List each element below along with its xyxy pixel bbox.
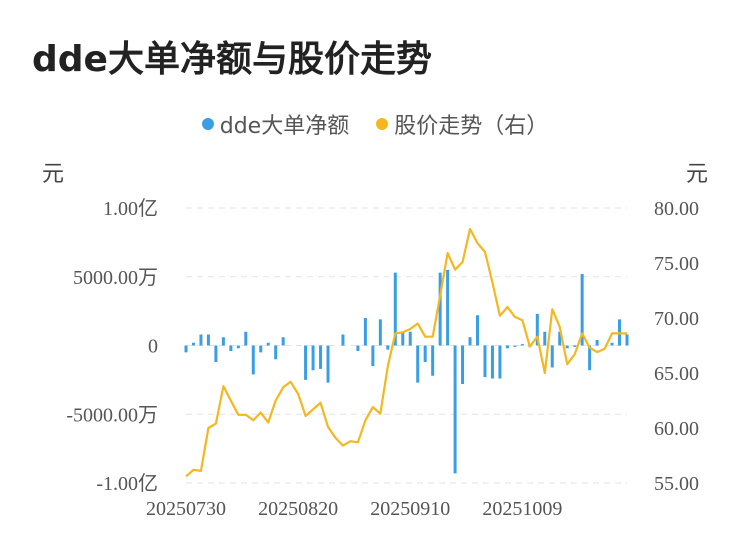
bar [304, 345, 308, 380]
right-tick-label: 60.00 [654, 418, 699, 440]
x-tick-label: 20250820 [258, 498, 338, 520]
left-axis-unit: 元 [42, 162, 65, 187]
bar [543, 331, 547, 346]
bar [498, 345, 502, 379]
left-tick-label: -5000.00万 [66, 404, 158, 426]
bar [416, 345, 420, 383]
line-series [185, 227, 627, 478]
legend-label-bar: dde大单净额 [219, 114, 350, 139]
left-axis-ticks: 1.00亿 5000.00万 0 -5000.00万 -1.00亿 [66, 197, 158, 495]
bar [326, 345, 330, 383]
bar [513, 345, 517, 347]
bar [505, 345, 509, 349]
legend: dde大单净额 股价走势（右） [0, 108, 750, 140]
legend-item-bar[interactable]: dde大单净额 [201, 108, 350, 140]
legend-item-line[interactable]: 股价走势（右） [376, 108, 548, 140]
x-tick-label: 20250730 [146, 498, 226, 520]
left-tick-label: -1.00亿 [96, 472, 158, 495]
bar [378, 319, 382, 346]
bar [558, 331, 562, 346]
bar [565, 345, 569, 349]
bar [446, 269, 450, 346]
bar [319, 345, 323, 369]
right-tick-label: 70.00 [654, 308, 699, 330]
legend-dot-line-icon [376, 118, 389, 130]
bar-series [184, 269, 629, 474]
bar [221, 337, 225, 346]
right-tick-label: 80.00 [654, 198, 699, 220]
x-tick-label: 20251009 [482, 498, 562, 520]
legend-label-line: 股价走势（右） [394, 114, 549, 139]
bar [490, 345, 494, 379]
bar [580, 274, 584, 346]
right-tick-label: 75.00 [654, 253, 699, 275]
bar [438, 272, 442, 346]
bar [625, 334, 629, 346]
bar [431, 345, 435, 376]
bar [423, 345, 427, 362]
bar [244, 331, 248, 346]
bar [363, 318, 367, 346]
bar [573, 345, 577, 347]
legend-dot-bar-icon [201, 118, 214, 130]
bar [184, 345, 188, 353]
right-axis-ticks: 80.00 75.00 70.00 65.00 60.00 55.00 [654, 198, 699, 495]
bar [199, 334, 203, 346]
bar [274, 345, 278, 360]
bar [341, 334, 345, 346]
x-tick-label: 20250910 [370, 498, 450, 520]
bar [550, 345, 554, 368]
bar [468, 337, 472, 346]
bar [610, 342, 614, 346]
bar [595, 340, 599, 346]
left-tick-label: 1.00亿 [103, 197, 158, 220]
bar [453, 345, 457, 474]
bar [236, 345, 240, 349]
bar [393, 272, 397, 346]
bar [461, 345, 465, 384]
bar [476, 315, 480, 346]
bar [281, 337, 285, 346]
bar [408, 331, 412, 346]
bar [251, 345, 255, 375]
left-tick-label: 5000.00万 [73, 267, 158, 289]
bar [191, 342, 195, 346]
bar [356, 345, 360, 351]
bar [401, 331, 405, 346]
bar [386, 345, 390, 350]
bar [259, 345, 263, 353]
bar [206, 334, 210, 346]
bar [266, 342, 270, 346]
price-line [185, 227, 627, 478]
x-axis-ticks: 20250730 20250820 20250910 20251009 [146, 498, 562, 520]
bar [371, 345, 375, 367]
bar [520, 344, 524, 346]
bar [483, 345, 487, 378]
chart-title: dde大单净额与股价走势 [32, 39, 432, 80]
bar [588, 345, 592, 371]
left-tick-label: 0 [148, 336, 158, 358]
right-tick-label: 55.00 [654, 473, 699, 495]
right-axis-unit: 元 [685, 162, 708, 187]
bar [311, 345, 315, 371]
bar [535, 313, 539, 346]
bar [214, 345, 218, 362]
right-tick-label: 65.00 [654, 363, 699, 385]
bar [229, 345, 233, 351]
